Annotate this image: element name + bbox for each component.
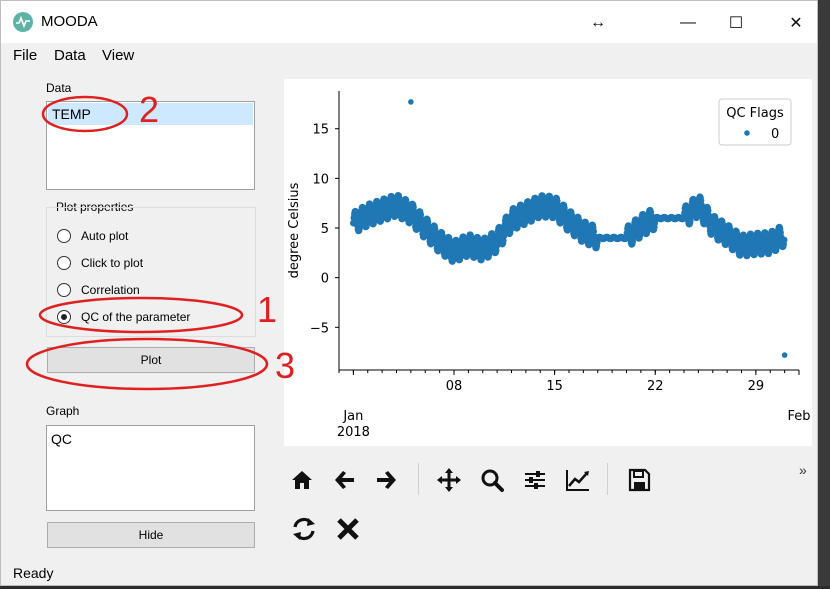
- data-point: [424, 222, 432, 230]
- data-point: [561, 208, 569, 216]
- zoom-icon[interactable]: [478, 466, 506, 494]
- title-bar: MOODA ↔ — ☐ ✕: [1, 1, 817, 43]
- plot-canvas[interactable]: 15 10 5 0 −5 Jan 2018 08 15 22 29 Feb degree Celsius…: [284, 79, 812, 446]
- data-point: [780, 236, 788, 244]
- radio-correlation-label: Correlation: [81, 283, 140, 297]
- annotation-number-2: 2: [139, 89, 160, 130]
- data-point: [698, 201, 705, 209]
- configure-subplots-icon[interactable]: [521, 466, 549, 494]
- status-bar-text: Ready: [13, 565, 54, 581]
- radio-auto-plot-label: Auto plot: [81, 229, 129, 243]
- background-editor-strip: [818, 0, 830, 589]
- x-tick-label: 22: [647, 379, 664, 394]
- legend-entry: 0: [771, 127, 779, 142]
- data-point: [554, 202, 562, 209]
- pan-icon[interactable]: [435, 466, 463, 494]
- x-tick-label: 29: [748, 379, 765, 394]
- y-tick-label: 0: [321, 272, 329, 287]
- y-tick-label: −5: [310, 321, 329, 336]
- menu-data[interactable]: Data: [54, 47, 86, 64]
- outlier-point: [408, 99, 414, 105]
- maximize-button[interactable]: ☐: [728, 15, 744, 32]
- plot-properties-group: [46, 207, 256, 337]
- plot-button[interactable]: Plot: [47, 347, 255, 373]
- minimize-button[interactable]: —: [680, 14, 696, 31]
- y-tick-label: 5: [321, 222, 329, 237]
- y-axis-label: degree Celsius: [287, 182, 302, 278]
- x-tick-label: Jan: [342, 409, 363, 424]
- refresh-icon[interactable]: [290, 515, 318, 543]
- x-tick-label: 15: [546, 379, 563, 394]
- y-tick-label: 10: [312, 172, 329, 187]
- annotation-ellipse-qc: [38, 296, 244, 334]
- data-point: [590, 228, 598, 235]
- close-button[interactable]: ✕: [789, 15, 803, 32]
- home-icon[interactable]: [288, 466, 316, 494]
- radio-qc-parameter[interactable]: QC of the parameter: [57, 310, 190, 324]
- annotation-number-3: 3: [275, 345, 296, 386]
- graph-label: Graph: [46, 404, 80, 418]
- data-point: [651, 219, 659, 227]
- radio-auto-plot[interactable]: Auto plot: [57, 229, 128, 243]
- outlier-point: [781, 352, 788, 358]
- window-title: MOODA: [41, 13, 98, 30]
- hide-button[interactable]: Hide: [47, 522, 255, 548]
- x-tick-label: Feb: [787, 409, 810, 424]
- data-point: [726, 229, 734, 236]
- toolbar-separator: [607, 463, 608, 495]
- data-point: [432, 229, 439, 237]
- radio-button-circle[interactable]: [57, 256, 71, 270]
- radio-button-circle-checked[interactable]: [57, 310, 71, 324]
- resize-cursor-icon: ↔: [590, 14, 606, 31]
- toolbar-separator: [418, 463, 419, 495]
- annotation-number-1: 1: [257, 289, 278, 330]
- clear-icon[interactable]: [334, 515, 362, 543]
- legend-marker: [744, 130, 750, 136]
- data-list[interactable]: TEMP: [46, 101, 255, 190]
- annotation-ellipse-plot: [25, 337, 269, 391]
- toolbar-overflow-icon[interactable]: »: [799, 462, 807, 478]
- data-point: [629, 233, 637, 241]
- menu-view[interactable]: View: [102, 47, 135, 64]
- data-list-item-label: TEMP: [52, 106, 91, 122]
- data-point: [568, 215, 576, 223]
- graph-list[interactable]: QC: [46, 425, 255, 511]
- data-point: [705, 211, 713, 219]
- menu-file[interactable]: File: [13, 47, 38, 64]
- data-point: [500, 232, 508, 240]
- radio-button-circle[interactable]: [57, 229, 71, 243]
- graph-list-item[interactable]: QC: [51, 431, 72, 447]
- legend-box: [718, 98, 792, 146]
- back-arrow-icon[interactable]: [331, 466, 359, 494]
- legend-title: QC Flags: [726, 106, 784, 121]
- x-tick-label: 08: [446, 379, 463, 394]
- annotation-ellipse-data: [41, 95, 129, 133]
- data-point: [410, 208, 418, 215]
- data-point: [417, 215, 425, 223]
- menu-bar: File Data View: [1, 43, 817, 67]
- background-editor-line: [0, 586, 830, 589]
- data-label: Data: [46, 81, 72, 95]
- y-tick-label: 15: [312, 123, 329, 138]
- radio-click-to-plot-label: Click to plot: [81, 256, 144, 270]
- data-point: [687, 213, 695, 221]
- app-logo-icon: [13, 12, 33, 32]
- forward-arrow-icon[interactable]: [372, 466, 400, 494]
- edit-axis-icon[interactable]: [564, 466, 592, 494]
- save-icon[interactable]: [625, 466, 653, 494]
- radio-qc-parameter-label: QC of the parameter: [81, 310, 191, 324]
- data-list-item[interactable]: TEMP: [48, 103, 253, 125]
- radio-button-circle[interactable]: [57, 283, 71, 297]
- data-point: [493, 242, 501, 250]
- x-tick-label: 2018: [337, 425, 370, 440]
- radio-click-to-plot[interactable]: Click to plot: [57, 256, 143, 270]
- radio-correlation[interactable]: Correlation: [57, 283, 140, 297]
